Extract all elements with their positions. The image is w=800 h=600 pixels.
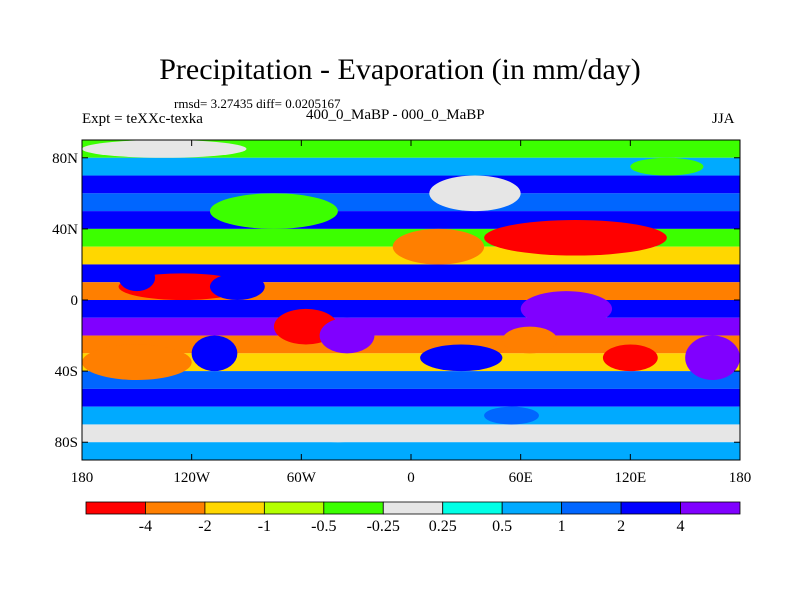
x-tick-label-1: 120W — [173, 470, 211, 486]
anomaly-patch-0 — [484, 220, 667, 256]
case-label: 400_0_MaBP - 000_0_MaBP — [306, 107, 485, 123]
anomaly-patch-8 — [191, 335, 238, 372]
anomaly-patch-4 — [209, 273, 265, 300]
band-14 — [82, 388, 740, 407]
x-tick-label-2: 60W — [287, 470, 317, 486]
band-15 — [82, 406, 740, 425]
experiment-label: Expt = teXXc-texka — [82, 111, 203, 127]
band-1 — [82, 157, 740, 176]
y-tick-label-4: 80S — [55, 435, 78, 451]
anomaly-patch-6 — [319, 317, 375, 354]
colorbar-segment-10 — [680, 501, 741, 515]
chart-title: Precipitation - Evaporation (in mm/day) — [159, 53, 641, 86]
anomaly-patch-13 — [82, 140, 247, 158]
colorbar-label-7: 1 — [557, 518, 566, 535]
anomaly-patch-12 — [502, 326, 558, 354]
colorbar-label-2: -1 — [257, 518, 272, 535]
colorbar-label-3: -0.5 — [311, 518, 337, 535]
season-label: JJA — [712, 111, 735, 127]
x-tick-label-3: 0 — [407, 470, 415, 486]
colorbar-segment-3 — [263, 501, 325, 515]
colorbar-label-8: 2 — [617, 518, 626, 535]
colorbar-label-0: -4 — [138, 518, 153, 535]
anomaly-patch-1 — [392, 228, 485, 265]
colorbar-label-5: 0.25 — [428, 518, 457, 535]
colorbar-label-6: 0.5 — [492, 518, 513, 535]
colorbar-label-9: 4 — [676, 518, 685, 535]
anomaly-patch-3 — [118, 264, 156, 292]
colorbar-label-1: -2 — [198, 518, 212, 535]
band-12 — [82, 353, 740, 372]
colorbar-segment-6 — [442, 501, 503, 515]
colorbar-segment-4 — [323, 501, 384, 515]
x-tick-label-5: 120E — [614, 470, 646, 486]
band-2 — [82, 175, 740, 194]
y-tick-label-1: 40N — [52, 222, 78, 238]
band-3 — [82, 193, 740, 212]
colorbar-segment-5 — [382, 501, 444, 515]
colorbar-label-4: -0.25 — [366, 518, 400, 535]
x-tick-label-6: 180 — [729, 470, 752, 486]
stats-label: rmsd= 3.27435 diff= 0.0205167 — [174, 96, 341, 111]
anomaly-patch-7 — [82, 344, 192, 380]
x-tick-label-0: 180 — [71, 470, 94, 486]
band-11 — [82, 335, 740, 354]
anomaly-patch-10 — [602, 344, 658, 372]
colorbar-segment-1 — [145, 501, 206, 515]
band-0 — [82, 140, 740, 158]
colorbar-segment-0 — [85, 501, 146, 515]
colorbar-segment-7 — [501, 501, 563, 515]
anomaly-patch-11 — [520, 291, 613, 327]
anomaly-patch-18 — [301, 424, 375, 443]
anomaly-patch-16 — [420, 344, 503, 372]
colorbar-segment-9 — [620, 501, 681, 515]
band-9 — [82, 300, 740, 318]
x-tick-label-4: 60E — [509, 470, 533, 486]
anomaly-patch-17 — [484, 406, 539, 425]
colorbar-segment-2 — [204, 501, 265, 515]
anomaly-patch-19 — [630, 157, 704, 176]
y-tick-label-3: 40S — [55, 364, 78, 380]
y-tick-label-0: 80N — [52, 151, 78, 167]
anomaly-patch-15 — [429, 175, 521, 212]
band-17 — [82, 442, 740, 460]
y-tick-label-2: 0 — [71, 293, 79, 309]
band-13 — [82, 371, 740, 389]
anomaly-patch-14 — [209, 193, 338, 229]
band-16 — [82, 424, 740, 443]
colorbar-segment-8 — [561, 501, 622, 515]
band-10 — [82, 317, 740, 336]
anomaly-patch-9 — [685, 335, 740, 380]
